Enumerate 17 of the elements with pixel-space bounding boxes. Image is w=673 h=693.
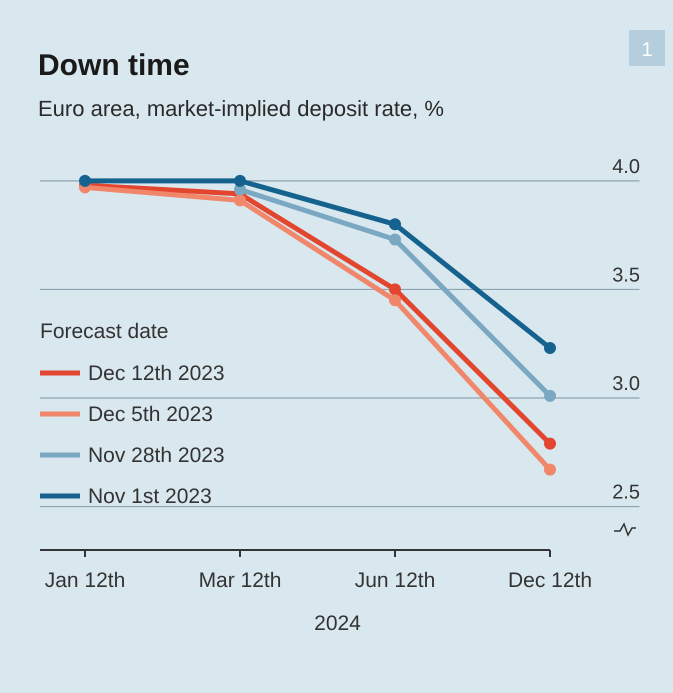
legend-label: Nov 1st 2023 [88, 485, 212, 508]
legend-label: Dec 5th 2023 [88, 403, 213, 426]
x-tick-label: Jan 12th [44, 569, 126, 592]
y-tick-label: 2.5 [612, 482, 640, 504]
text: 1 [641, 39, 653, 61]
legend-title: Forecast date [40, 320, 168, 343]
y-tick-label: 3.5 [612, 264, 640, 286]
chart-subtitle: Euro area, market-implied deposit rate, % [38, 96, 444, 121]
y-tick-label: 4.0 [612, 156, 640, 178]
legend-label: Dec 12th 2023 [88, 362, 225, 385]
x-tick-label: Dec 12th [508, 569, 592, 592]
chart-title: Down time [38, 49, 190, 82]
legend-label: Nov 28th 2023 [88, 444, 225, 467]
x-axis-title: 2024 [314, 612, 362, 635]
y-tick-label: 3.0 [612, 373, 640, 395]
x-tick-label: Mar 12th [198, 569, 282, 592]
x-tick-label: Jun 12th [354, 569, 436, 592]
